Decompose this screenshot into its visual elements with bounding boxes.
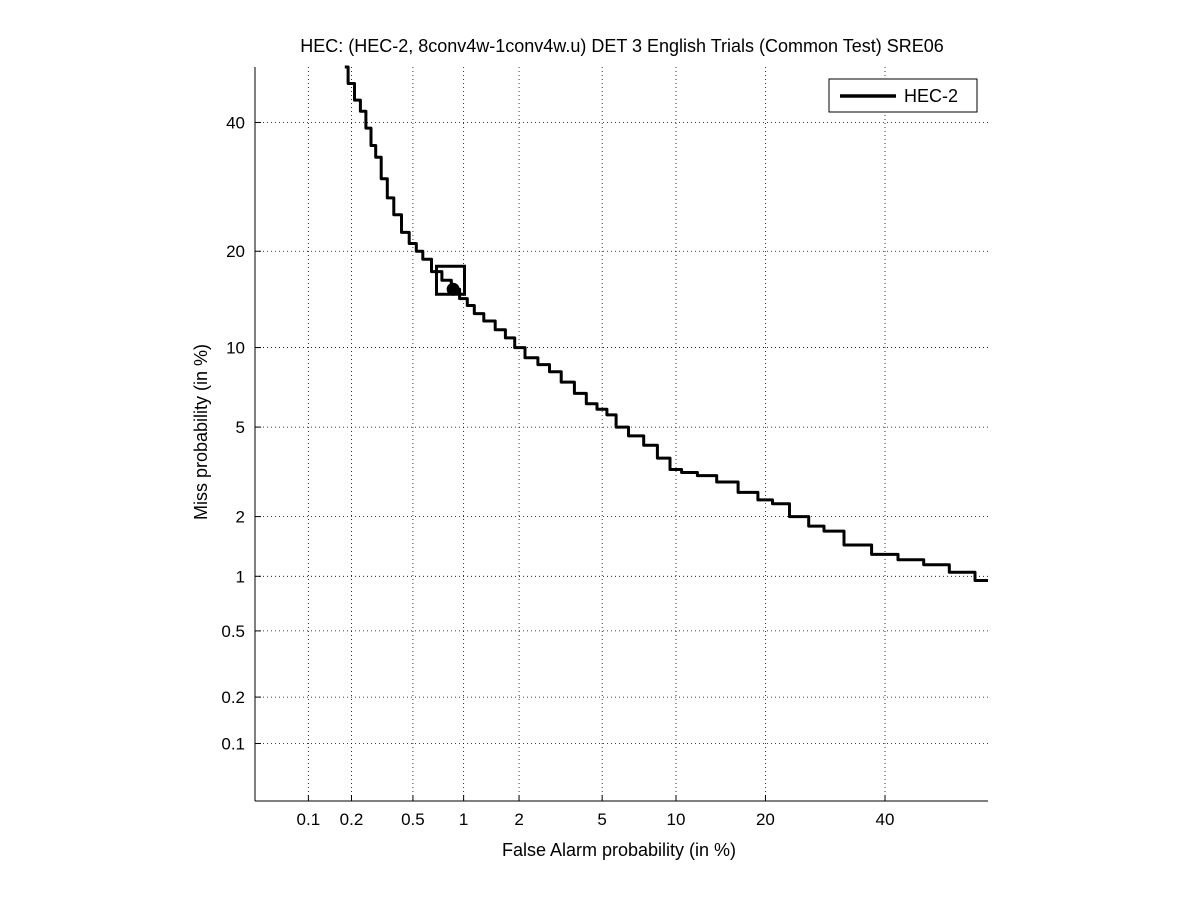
- y-tick-label: 1: [236, 567, 245, 586]
- series-layer: [344, 65, 988, 582]
- x-tick-label: 1: [459, 810, 468, 829]
- axes-layer: [254, 67, 988, 802]
- series-line-hec-2: [344, 65, 988, 582]
- x-tick-label: 0.1: [297, 810, 321, 829]
- legend-entry-hec-2: HEC-2: [904, 86, 958, 106]
- x-tick-label: 0.5: [401, 810, 425, 829]
- y-tick-label: 0.2: [221, 688, 245, 707]
- grid-layer: [255, 67, 988, 801]
- tick-labels: 0.1 0.2 0.5 1 2 5 10 20 40 0.1 0.2 0.5 1 2 5 10 20 40: [221, 113, 894, 829]
- x-tick-label: 5: [597, 810, 606, 829]
- y-tick-label: 0.5: [221, 622, 245, 641]
- y-tick-label: 2: [236, 508, 245, 527]
- y-tick-label: 0.1: [221, 735, 245, 754]
- legend: HEC-2: [828, 78, 978, 113]
- y-tick-label: 10: [226, 339, 245, 358]
- y-axis-label: Miss probability (in %): [191, 344, 211, 520]
- operating-point-markers: [434, 264, 466, 296]
- chart-title: HEC: (HEC-2, 8conv4w-1conv4w.u) DET 3 En…: [300, 36, 944, 56]
- y-tick-label: 20: [226, 242, 245, 261]
- y-tick-label: 5: [236, 418, 245, 437]
- x-tick-label: 10: [667, 810, 686, 829]
- x-tick-label: 2: [514, 810, 523, 829]
- y-tick-label: 40: [226, 113, 245, 132]
- x-axis-label: False Alarm probability (in %): [502, 840, 736, 860]
- x-tick-label: 20: [756, 810, 775, 829]
- operating-point-circle: [446, 282, 460, 296]
- x-tick-label: 40: [876, 810, 895, 829]
- x-tick-label: 0.2: [340, 810, 364, 829]
